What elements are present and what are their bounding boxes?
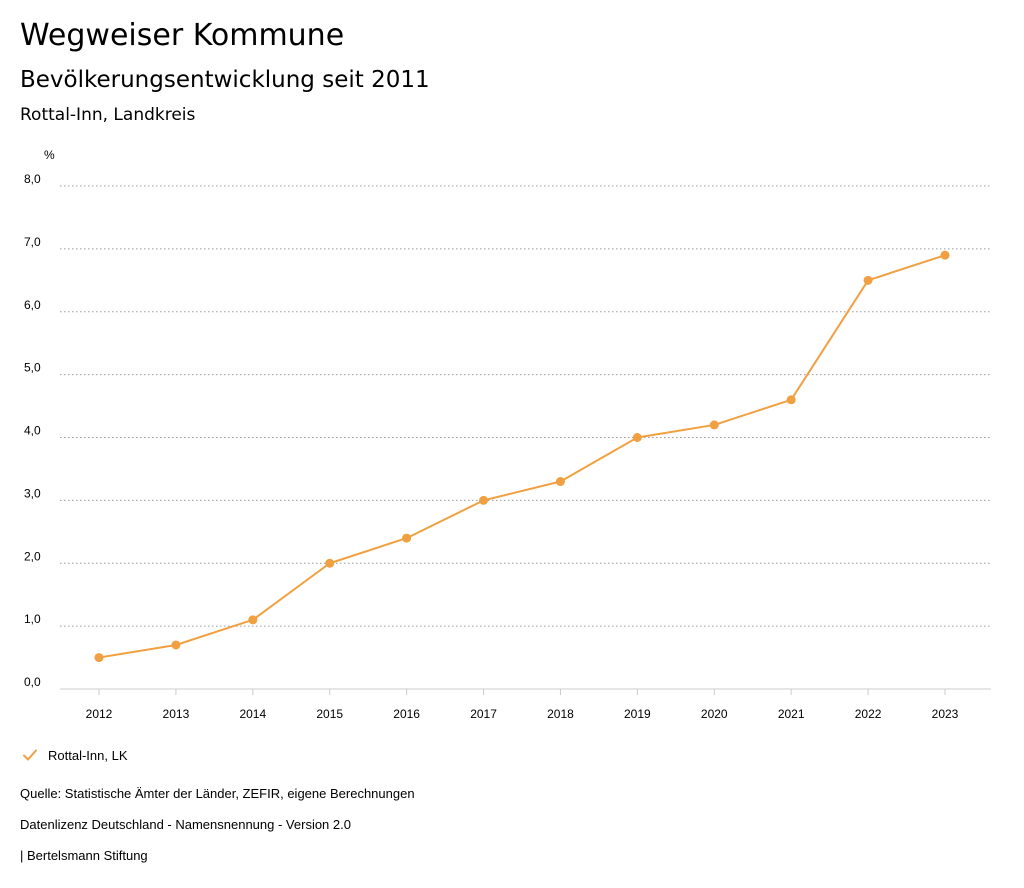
data-point[interactable] [479, 495, 489, 505]
license-note[interactable]: Datenlizenz Deutschland - Namensnennung … [20, 817, 351, 832]
region-label: Rottal-Inn, Landkreis [20, 105, 196, 125]
x-tick-label: 2016 [393, 707, 420, 721]
y-tick-label: 4,0 [24, 424, 41, 438]
data-point[interactable] [325, 558, 335, 568]
chart-subtitle: Bevölkerungsentwicklung seit 2011 [20, 67, 430, 93]
y-tick-label: 8,0 [24, 172, 41, 186]
data-point[interactable] [709, 420, 719, 430]
data-point[interactable] [632, 433, 642, 442]
data-point[interactable] [94, 653, 104, 663]
data-point[interactable] [940, 250, 950, 260]
line-chart: % 0,01,02,03,04,05,06,07,08,0 2012 2013 20… [24, 148, 991, 721]
x-tick-label: 2019 [624, 707, 651, 721]
y-axis-unit-label: % [44, 148, 55, 162]
x-tick-label: 2018 [547, 707, 574, 721]
x-axis-ticks: 2012 2013 2014 2015 2016 2017 2018 2019 2020 2021… [86, 689, 959, 721]
legend-label: Rottal-Inn, LK [48, 747, 128, 763]
y-tick-label: 0,0 [24, 675, 41, 689]
x-tick-label: 2020 [701, 707, 728, 721]
grid-layer [60, 185, 991, 627]
y-axis: 0,0 1,0 2,0 3,0 4,0 5,0 6,0 7,0 8,0 [24, 172, 41, 689]
y-tick-label: 6,0 [24, 298, 41, 312]
y-tick-label: 5,0 [24, 361, 41, 375]
source-note: Quelle: Statistische Ämter der Länder, Z… [20, 786, 415, 801]
x-tick-label: 2013 [163, 707, 190, 721]
series-line [98, 254, 946, 659]
data-point[interactable] [248, 615, 258, 625]
publisher-note[interactable]: | Bertelsmann Stiftung [20, 848, 148, 863]
y-tick-label: 2,0 [24, 549, 41, 563]
legend[interactable]: Rottal-Inn, LK [22, 745, 128, 765]
data-point[interactable] [863, 275, 873, 285]
series-layer [94, 250, 950, 663]
x-tick-label: 2015 [316, 707, 343, 721]
x-tick-label: 2012 [86, 707, 113, 721]
data-point[interactable] [555, 477, 565, 487]
x-tick-label: 2021 [778, 707, 805, 721]
y-tick-label: 7,0 [24, 235, 41, 249]
x-tick-label: 2017 [470, 707, 497, 721]
page-title: Wegweiser Kommune [20, 18, 345, 53]
data-point[interactable] [402, 533, 412, 543]
check-icon [23, 749, 37, 761]
x-tick-label: 2023 [932, 707, 959, 721]
x-tick-label: 2022 [855, 707, 882, 721]
y-tick-label: 3,0 [24, 486, 41, 500]
data-point[interactable] [786, 395, 796, 405]
data-point[interactable] [171, 640, 181, 650]
x-tick-label: 2014 [239, 707, 266, 721]
y-tick-label: 1,0 [24, 612, 41, 626]
